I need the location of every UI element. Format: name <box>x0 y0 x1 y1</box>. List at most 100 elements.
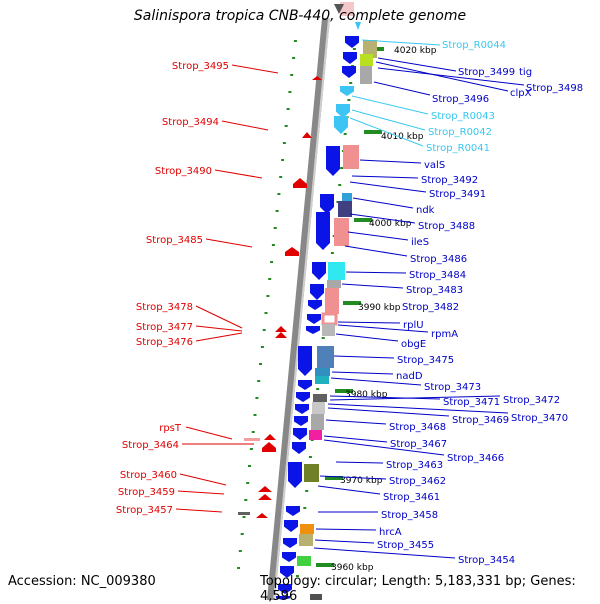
red-gene-marker <box>293 178 307 188</box>
feature-box <box>300 524 314 534</box>
right-gene-label: Strop_3482 <box>402 302 459 313</box>
right-gene-label: ndk <box>416 205 435 216</box>
tick-label: 3980 kbp <box>345 390 388 400</box>
feature-box <box>310 594 322 600</box>
minor-tick-dot <box>242 516 246 518</box>
minor-tick-dot <box>288 91 292 93</box>
leader-line <box>331 371 394 375</box>
right-gene-label: Strop_3462 <box>389 476 446 487</box>
feature-box <box>304 464 319 482</box>
minor-tick-dot <box>293 40 297 42</box>
top-gene-marker <box>334 4 344 14</box>
gene-arrow <box>334 116 348 134</box>
gene-arrow <box>295 404 309 414</box>
tick-label: 3960 kbp <box>331 563 374 573</box>
leader-line <box>347 231 409 241</box>
minor-tick-dot <box>248 465 251 467</box>
tick-label: 3990 kbp <box>358 303 401 313</box>
left-gene-label: Strop_3464 <box>122 440 179 451</box>
feature-box <box>312 402 325 414</box>
right-gene-label: Strop_R0041 <box>426 143 490 154</box>
map-title: Salinispora tropica CNB-440, complete ge… <box>133 8 467 24</box>
feature-box <box>327 280 341 288</box>
feature-box <box>334 218 349 246</box>
gene-arrow <box>296 392 310 402</box>
gene-arrow <box>326 146 340 176</box>
right-gene-label: Strop_3486 <box>410 254 467 265</box>
red-gene-marker <box>264 434 276 440</box>
gene-arrow <box>306 326 320 334</box>
minor-tick-dot <box>343 133 347 135</box>
left-gene-label: Strop_3477 <box>136 322 193 333</box>
leader-line <box>195 325 243 332</box>
right-gene-label: Strop_3455 <box>377 540 434 551</box>
leader-line <box>177 490 225 495</box>
left-gene-label: Strop_3478 <box>136 302 193 313</box>
red-gene-marker <box>312 76 322 80</box>
feature-box <box>309 430 322 440</box>
leader-line <box>341 283 404 289</box>
minor-tick-dot <box>257 380 261 382</box>
minor-tick-dot <box>244 499 248 501</box>
right-gene-label: Strop_3461 <box>383 492 440 503</box>
gene-arrow <box>278 584 292 594</box>
right-gene-label: Strop_3463 <box>386 460 443 471</box>
right-gene-label: Strop_3454 <box>458 555 515 566</box>
minor-tick-dot <box>279 176 283 178</box>
tick-mark <box>335 389 353 393</box>
minor-tick-dot <box>352 48 356 50</box>
leader-line <box>313 547 456 559</box>
right-gene-label: Strop_3472 <box>503 395 560 406</box>
leader-line <box>333 355 395 359</box>
right-gene-label: Strop_3491 <box>429 189 486 200</box>
minor-tick-dot <box>268 278 272 280</box>
right-gene-label: Strop_3483 <box>406 285 463 296</box>
minor-tick-dot <box>305 490 309 492</box>
tick-mark <box>354 218 372 222</box>
minor-tick-dot <box>284 125 288 127</box>
minor-tick-dot <box>336 201 340 203</box>
leader-line <box>373 81 431 96</box>
feature-box <box>360 54 373 66</box>
accession-label: Accession: NC_009380 <box>8 574 156 589</box>
minor-tick-dot <box>253 414 257 416</box>
leader-line <box>327 407 450 417</box>
tick-mark <box>316 563 334 567</box>
gene-arrow <box>294 416 308 426</box>
leader-line <box>231 64 279 74</box>
gene-arrow <box>286 506 300 516</box>
gene-arrow <box>280 566 294 578</box>
right-gene-label: Strop_3466 <box>447 453 504 464</box>
gene-arrow <box>310 284 324 300</box>
right-gene-label: hrcA <box>379 527 402 538</box>
feature-box <box>315 376 329 384</box>
leader-line <box>351 175 419 179</box>
minor-tick-dot <box>282 142 286 144</box>
gray-gene-marker <box>238 512 250 515</box>
feature-box <box>322 324 335 336</box>
left-gene-label: Strop_3459 <box>118 487 175 498</box>
feature-box <box>299 534 313 546</box>
leader-line <box>349 117 424 147</box>
leader-line <box>349 181 427 193</box>
minor-tick-dot <box>273 227 277 229</box>
minor-tick-dot <box>290 74 294 76</box>
gene-arrow <box>293 428 307 440</box>
leader-line <box>351 95 429 115</box>
minor-tick-dot <box>281 159 285 161</box>
top-feature-box <box>340 2 354 16</box>
red-gene-marker <box>258 486 272 492</box>
leader-line <box>179 473 227 486</box>
right-gene-label: Strop_3498 <box>526 83 583 94</box>
gene-arrow <box>342 66 356 78</box>
right-gene-label: clpX <box>510 88 532 99</box>
gene-arrow <box>276 596 290 600</box>
leader-line <box>351 109 426 131</box>
feature-box <box>311 414 324 430</box>
minor-tick-dot <box>251 431 255 433</box>
left-gene-label: Strop_3476 <box>136 337 193 348</box>
red-gene-marker <box>302 132 312 138</box>
minor-tick-dot <box>286 108 290 110</box>
red-gene-marker <box>256 513 268 518</box>
